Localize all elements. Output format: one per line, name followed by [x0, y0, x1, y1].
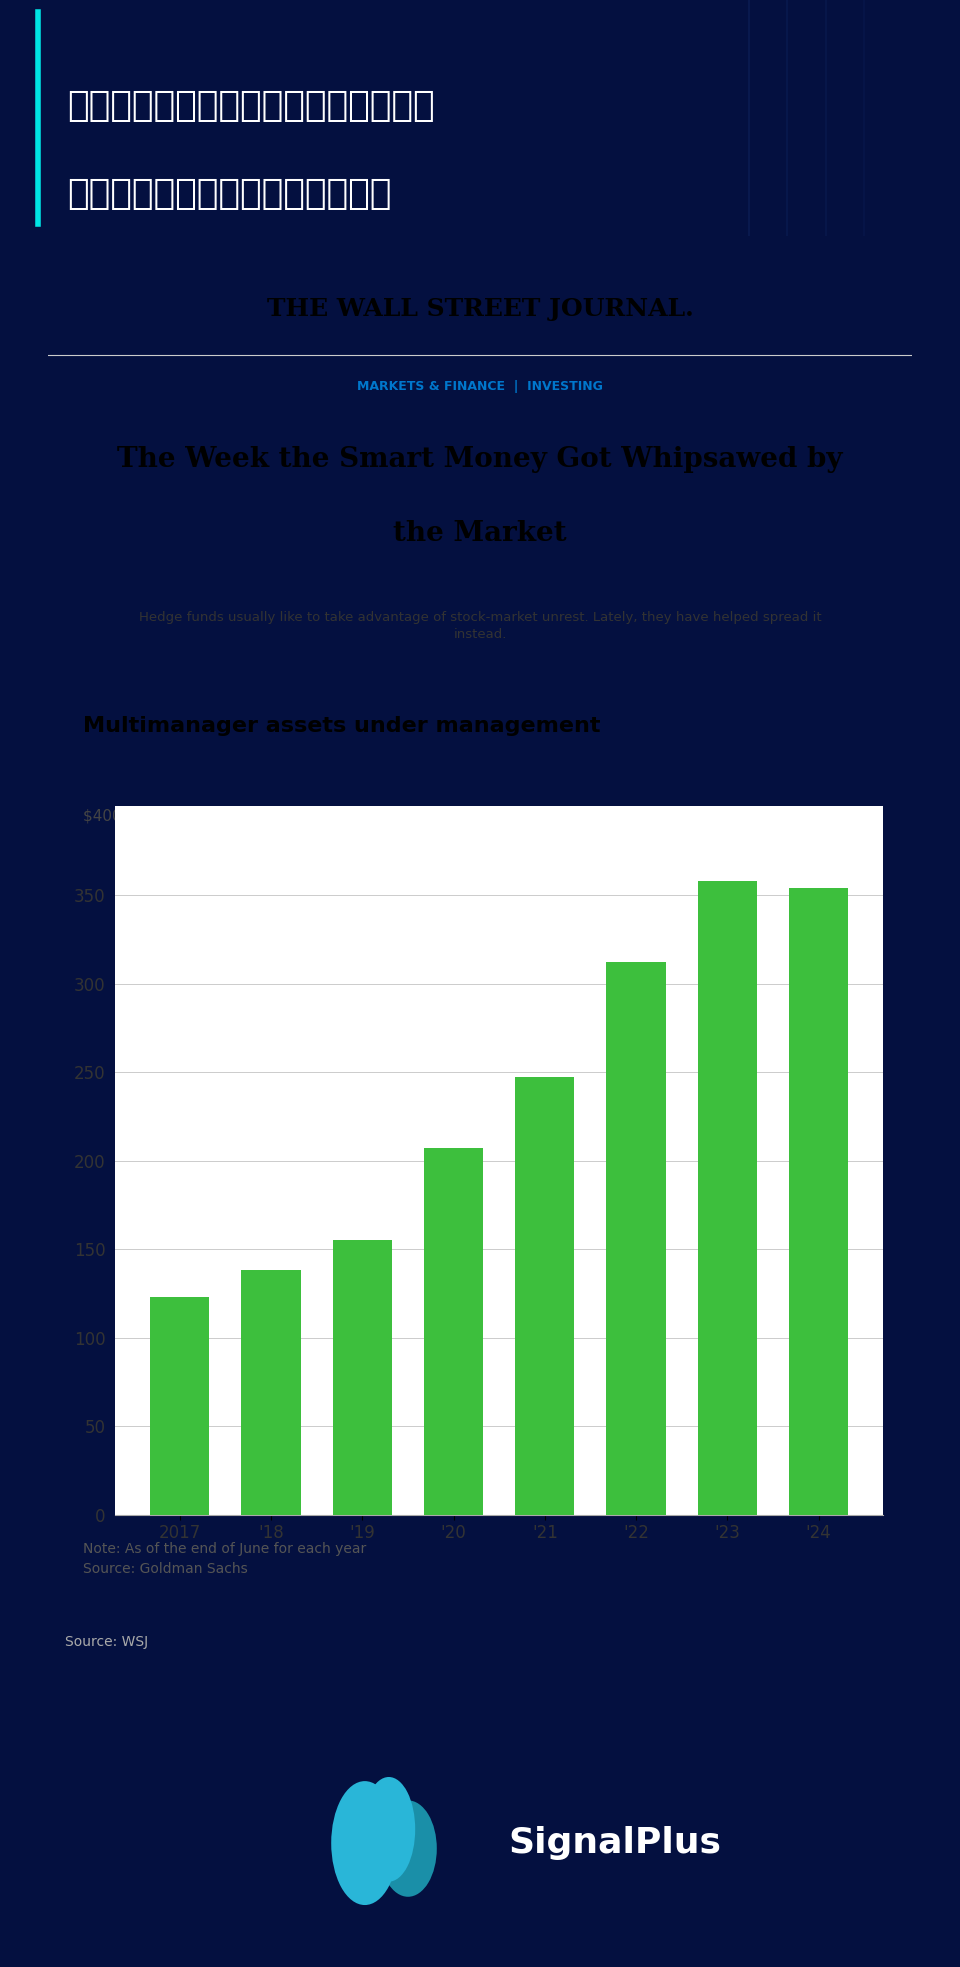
- Bar: [424, 1149, 483, 1515]
- Text: $400 billion: $400 billion: [83, 808, 172, 824]
- Bar: [150, 1296, 209, 1515]
- Bar: [516, 1078, 574, 1515]
- Ellipse shape: [379, 1800, 437, 1896]
- Text: 对冲基金表现糟糕，再次证明在市场极: 对冲基金表现糟糕，再次证明在市场极: [67, 89, 435, 124]
- Bar: [698, 881, 757, 1515]
- Text: THE WALL STREET JOURNAL.: THE WALL STREET JOURNAL.: [267, 297, 693, 321]
- Text: MARKETS & FINANCE  |  INVESTING: MARKETS & FINANCE | INVESTING: [357, 380, 603, 393]
- Bar: [607, 962, 665, 1515]
- Bar: [241, 1271, 300, 1515]
- Ellipse shape: [363, 1776, 415, 1882]
- Text: 端情况下几乎没有真正的「对冲」: 端情况下几乎没有真正的「对冲」: [67, 177, 392, 210]
- Text: SignalPlus: SignalPlus: [509, 1825, 722, 1861]
- Text: Note: As of the end of June for each year
Source: Goldman Sachs: Note: As of the end of June for each yea…: [83, 1542, 366, 1576]
- Text: Multimanager assets under management: Multimanager assets under management: [83, 716, 600, 736]
- Text: Hedge funds usually like to take advantage of stock-market unrest. Lately, they : Hedge funds usually like to take advanta…: [138, 612, 822, 641]
- Text: Source: WSJ: Source: WSJ: [65, 1635, 149, 1650]
- Text: The Week the Smart Money Got Whipsawed by: The Week the Smart Money Got Whipsawed b…: [117, 447, 843, 472]
- Ellipse shape: [331, 1782, 398, 1904]
- Bar: [789, 887, 849, 1515]
- Bar: [333, 1241, 392, 1515]
- Text: the Market: the Market: [394, 519, 566, 547]
